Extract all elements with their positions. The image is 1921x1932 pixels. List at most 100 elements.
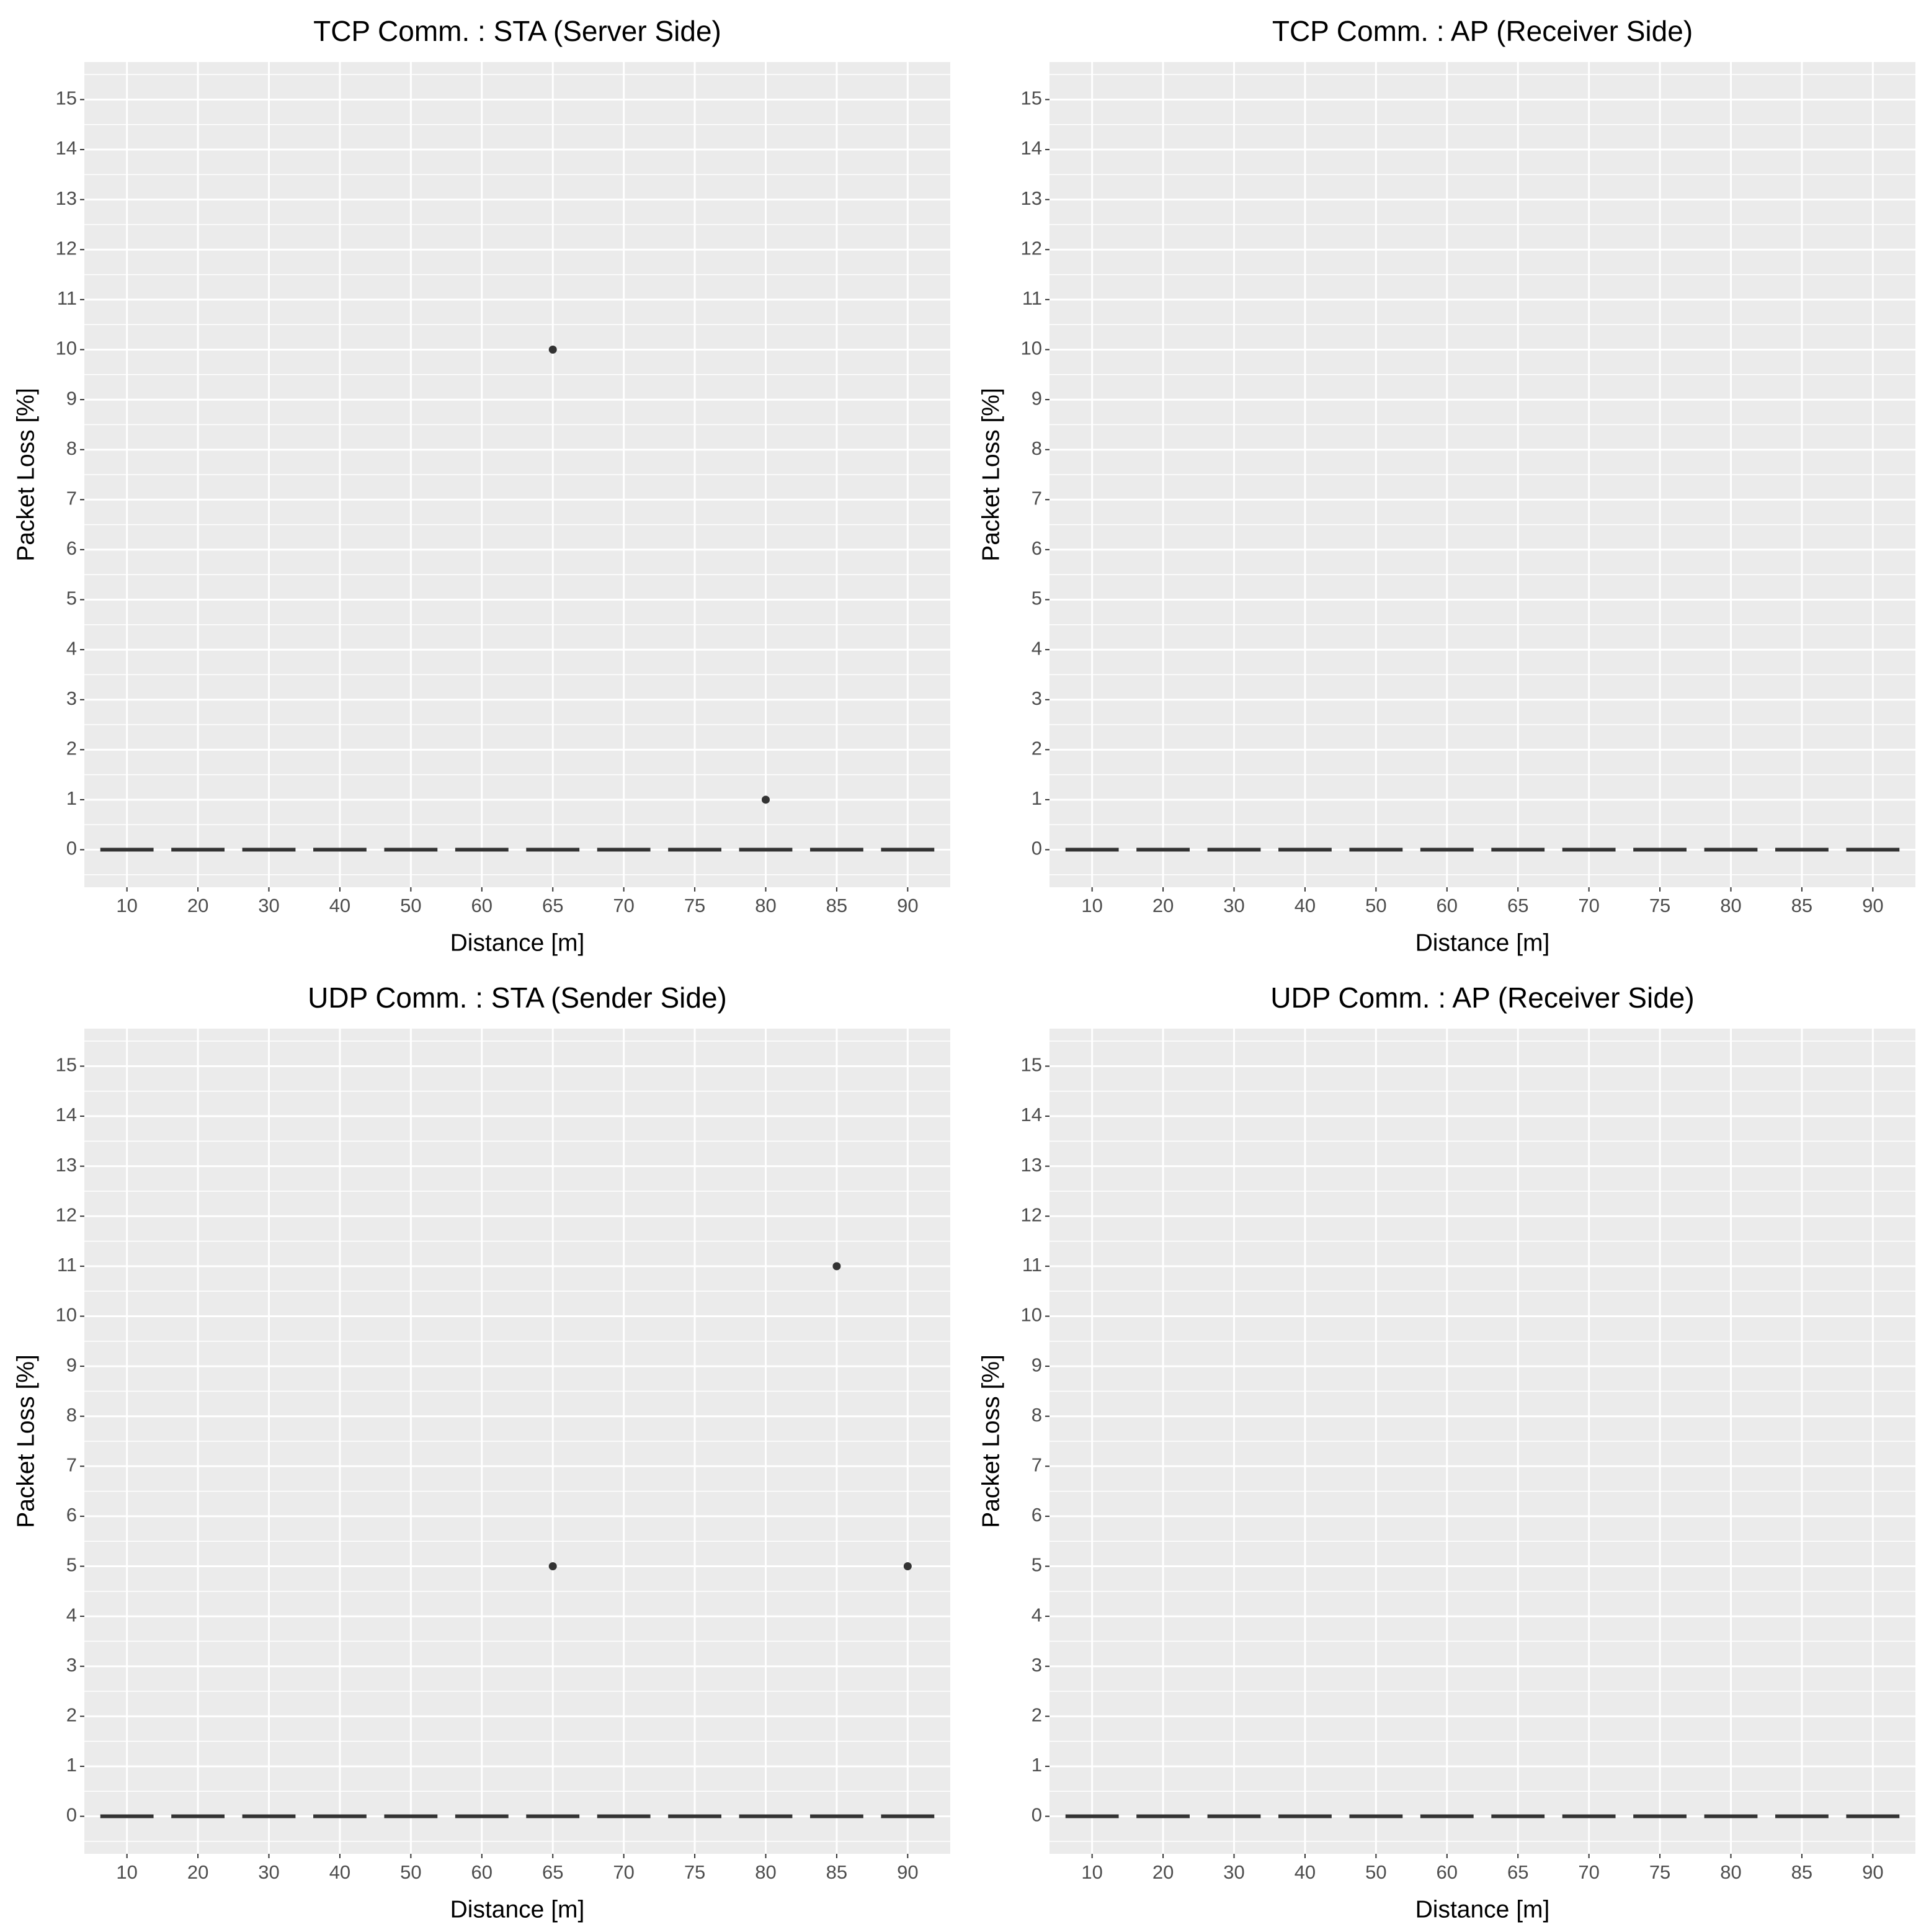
y-axis-label: Packet Loss [%] [978, 388, 1004, 561]
x-tick-label: 40 [1295, 895, 1316, 916]
y-tick-label: 8 [66, 1404, 77, 1426]
x-tick-label: 20 [1152, 895, 1174, 916]
x-tick-label: 65 [1507, 895, 1528, 916]
x-axis-label: Distance [m] [1415, 929, 1550, 956]
y-tick-label: 6 [1032, 1504, 1042, 1526]
y-tick-label: 14 [1021, 137, 1042, 159]
y-tick-label: 15 [56, 87, 77, 109]
x-tick-label: 80 [755, 1861, 776, 1883]
y-tick-label: 4 [66, 1604, 77, 1626]
x-tick-label: 70 [1578, 895, 1599, 916]
y-tick-label: 1 [1032, 787, 1042, 809]
y-tick-label: 6 [66, 537, 77, 559]
outlier-point [761, 795, 770, 804]
y-tick-label: 8 [1032, 437, 1042, 459]
y-tick-label: 7 [66, 1454, 77, 1475]
x-tick-label: 30 [1223, 1861, 1244, 1883]
y-tick-label: 12 [56, 1204, 77, 1225]
x-tick-label: 20 [187, 1861, 208, 1883]
x-tick-label: 60 [1437, 895, 1458, 916]
x-tick-label: 60 [1437, 1861, 1458, 1883]
y-tick-label: 10 [56, 1304, 77, 1326]
x-tick-label: 60 [471, 895, 493, 916]
y-tick-label: 3 [66, 1654, 77, 1676]
y-axis-label: Packet Loss [%] [978, 1354, 1004, 1528]
y-tick-label: 12 [1021, 237, 1042, 259]
outlier-point [548, 345, 557, 354]
x-tick-label: 10 [116, 895, 137, 916]
y-tick-label: 2 [1032, 1704, 1042, 1726]
y-tick-label: 9 [66, 387, 77, 409]
x-tick-label: 85 [1791, 895, 1812, 916]
y-tick-label: 4 [1032, 1604, 1042, 1626]
x-tick-label: 85 [1791, 1861, 1812, 1883]
y-tick-label: 5 [66, 588, 77, 609]
y-tick-label: 3 [66, 687, 77, 709]
chart-title: UDP Comm. : STA (Sender Side) [308, 982, 727, 1014]
x-axis-label: Distance [m] [450, 1896, 585, 1923]
x-tick-label: 90 [897, 895, 918, 916]
y-tick-label: 14 [56, 137, 77, 159]
x-tick-label: 65 [1507, 1861, 1528, 1883]
x-tick-label: 75 [684, 1861, 705, 1883]
x-tick-label: 75 [684, 895, 705, 916]
y-tick-label: 4 [1032, 637, 1042, 659]
x-tick-label: 40 [1295, 1861, 1316, 1883]
y-tick-label: 7 [66, 487, 77, 509]
outlier-point [832, 1262, 841, 1271]
y-tick-label: 13 [56, 1154, 77, 1176]
y-tick-label: 13 [56, 187, 77, 209]
y-tick-label: 4 [66, 637, 77, 659]
y-tick-label: 1 [66, 1754, 77, 1776]
chart-title: TCP Comm. : STA (Server Side) [313, 15, 721, 47]
x-tick-label: 10 [1081, 1861, 1102, 1883]
y-tick-label: 11 [1022, 1254, 1042, 1276]
x-tick-label: 40 [329, 1861, 350, 1883]
chart-title: UDP Comm. : AP (Receiver Side) [1270, 982, 1694, 1014]
x-tick-label: 90 [897, 1861, 918, 1883]
y-tick-label: 13 [1021, 1154, 1042, 1176]
outlier-point [903, 1562, 912, 1571]
y-tick-label: 15 [1021, 87, 1042, 109]
y-tick-label: 6 [66, 1504, 77, 1526]
y-tick-label: 2 [66, 1704, 77, 1726]
y-tick-label: 12 [56, 237, 77, 259]
x-tick-label: 40 [329, 895, 350, 916]
y-tick-label: 7 [1032, 487, 1042, 509]
x-tick-label: 70 [613, 895, 634, 916]
y-tick-label: 0 [66, 838, 77, 859]
x-tick-label: 70 [1578, 1861, 1599, 1883]
y-tick-label: 11 [57, 1254, 77, 1276]
x-tick-label: 90 [1862, 895, 1883, 916]
x-tick-label: 30 [1223, 895, 1244, 916]
x-tick-label: 50 [1365, 1861, 1386, 1883]
x-axis-label: Distance [m] [450, 929, 585, 956]
y-tick-label: 15 [56, 1054, 77, 1076]
y-tick-label: 11 [57, 287, 77, 309]
y-tick-label: 0 [1032, 838, 1042, 859]
x-tick-label: 65 [542, 1861, 563, 1883]
y-tick-label: 8 [1032, 1404, 1042, 1426]
y-tick-label: 2 [66, 738, 77, 759]
y-tick-label: 9 [66, 1354, 77, 1375]
x-tick-label: 50 [400, 1861, 421, 1883]
x-tick-label: 10 [1081, 895, 1102, 916]
y-tick-label: 14 [56, 1104, 77, 1125]
y-tick-label: 0 [1032, 1804, 1042, 1826]
y-tick-label: 15 [1021, 1054, 1042, 1076]
y-tick-label: 12 [1021, 1204, 1042, 1225]
y-tick-label: 10 [56, 338, 77, 359]
y-tick-label: 10 [1021, 338, 1042, 359]
y-tick-label: 1 [1032, 1754, 1042, 1776]
x-tick-label: 90 [1862, 1861, 1883, 1883]
chart-title: TCP Comm. : AP (Receiver Side) [1272, 15, 1693, 47]
x-tick-label: 65 [542, 895, 563, 916]
x-axis-label: Distance [m] [1415, 1896, 1550, 1923]
y-tick-label: 11 [1022, 287, 1042, 309]
x-tick-label: 20 [1152, 1861, 1174, 1883]
x-tick-label: 30 [258, 1861, 279, 1883]
y-tick-label: 13 [1021, 187, 1042, 209]
y-tick-label: 9 [1032, 1354, 1042, 1375]
